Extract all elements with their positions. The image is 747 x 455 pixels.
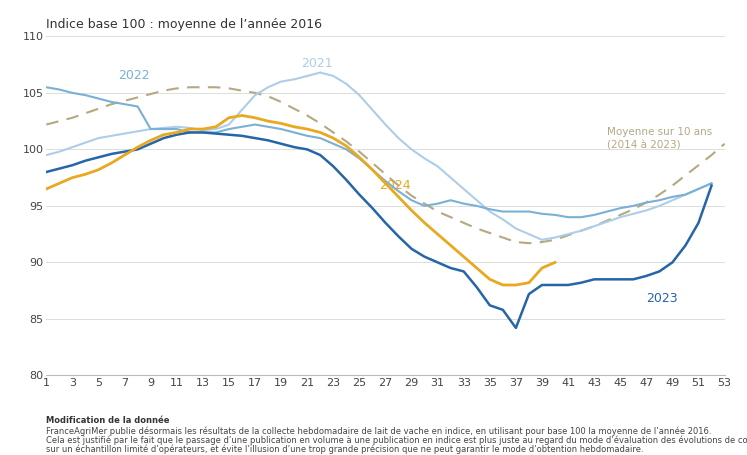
Text: 2021: 2021 [300, 57, 332, 70]
Text: 2024: 2024 [379, 179, 411, 192]
Text: Cela est justifié par le fait que le passage d’une publication en volume à une p: Cela est justifié par le fait que le pas… [46, 435, 747, 445]
Text: Moyenne sur 10 ans
(2014 à 2023): Moyenne sur 10 ans (2014 à 2023) [607, 127, 713, 151]
Text: 2023: 2023 [646, 292, 678, 305]
Text: Indice base 100 : moyenne de l’année 2016: Indice base 100 : moyenne de l’année 201… [46, 18, 322, 31]
Text: 2022: 2022 [118, 69, 149, 82]
Text: sur un échantillon limité d’opérateurs, et évite l’illusion d’une trop grande pr: sur un échantillon limité d’opérateurs, … [46, 445, 644, 454]
Text: Modification de la donnée: Modification de la donnée [46, 416, 170, 425]
Text: FranceAgriMer publie désormais les résultats de la collecte hebdomadaire de lait: FranceAgriMer publie désormais les résul… [46, 426, 712, 436]
